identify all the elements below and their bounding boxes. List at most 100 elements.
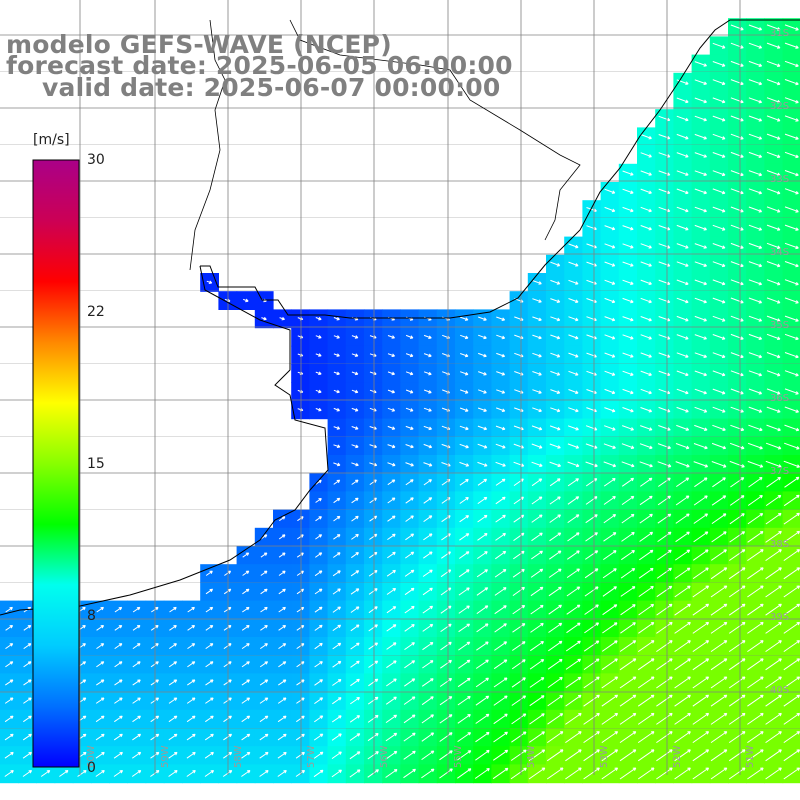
wind-arrow [583,694,600,707]
wind-arrow [440,623,452,633]
wind-arrow [404,678,416,687]
wind-arrow [765,494,782,507]
wind-arrow [241,715,251,723]
wind-arrow [278,534,286,540]
wind-arrow [403,768,416,779]
wind-arrow [421,696,434,706]
wind-arrow [186,715,196,723]
wind-arrow [674,767,691,780]
wind-arrow [730,261,744,268]
wind-arrow [279,516,286,522]
wind-arrow [457,714,471,724]
wind-arrow [765,585,782,598]
wind-arrow [532,298,542,303]
wind-arrow [765,512,782,525]
wind-arrow [784,115,799,122]
wind-arrow [640,206,652,213]
wind-arrow [475,713,490,724]
wind-arrow [640,170,652,176]
wind-arrow [640,152,652,158]
wind-arrow [259,770,269,777]
wind-arrow [4,697,14,704]
wind-arrow [675,495,690,506]
wind-arrow [23,697,32,704]
wind-arrow [260,570,268,576]
wind-arrow [423,389,432,394]
wind-arrow [711,461,727,468]
wind-arrow [765,658,782,671]
wind-arrow [693,549,709,561]
wind-arrow [385,750,398,760]
wind-arrow [583,767,600,780]
wind-arrow [315,516,322,522]
wind-arrow [640,388,652,395]
wind-arrow [765,442,782,450]
wind-arrow [187,606,195,613]
wind-arrow [315,389,322,394]
wind-arrow [530,622,544,633]
wind-arrow [656,694,673,707]
wind-arrow [747,676,764,689]
wind-arrow [694,133,707,140]
wind-arrow [584,622,600,634]
wind-arrow [457,677,471,688]
wind-arrow [494,569,507,578]
wind-arrow [694,97,707,104]
wind-arrow [350,697,360,705]
wind-arrow [784,442,800,450]
wind-arrow [423,515,433,523]
lat-label: 34S [770,247,790,258]
wind-arrow [747,531,764,543]
wind-arrow [658,279,671,286]
wind-arrow [205,606,214,613]
wind-arrow [460,389,469,394]
wind-arrow [728,585,746,598]
wind-arrow [692,658,710,671]
wind-arrow [333,479,341,485]
wind-arrow [766,60,781,67]
wind-arrow [547,695,563,707]
wind-arrow [784,97,799,104]
wind-arrow [132,606,141,613]
colorbar [32,159,80,768]
wind-arrow [493,713,508,725]
colorbar-tick-22: 22 [87,304,105,320]
wind-arrow [676,334,689,340]
wind-arrow [729,442,745,450]
wind-arrow [405,551,415,559]
wind-arrow [404,587,415,596]
wind-arrow [205,715,214,723]
wind-arrow [676,279,689,286]
wind-arrow [132,661,141,668]
wind-arrow [113,733,123,741]
wind-arrow [477,514,488,523]
wind-arrow [658,261,671,267]
wind-arrow [422,623,434,632]
wind-arrow [730,206,744,213]
wind-arrow [131,770,142,777]
wind-arrow [549,425,561,431]
wind-arrow [440,659,452,669]
wind-arrow [585,496,598,505]
wind-arrow [674,694,691,707]
wind-arrow [439,678,453,687]
wind-arrow [241,625,250,631]
wind-arrow [458,623,471,633]
wind-arrow [693,443,708,450]
wind-arrow [692,712,710,725]
wind-arrow [674,676,691,689]
wind-arrow [656,658,673,671]
wind-arrow [385,714,398,724]
wind-arrow [168,770,178,777]
wind-arrow [640,279,652,285]
wind-arrow [621,550,635,561]
wind-arrow [694,79,707,85]
wind-arrow [315,316,322,321]
wind-arrow [657,461,672,468]
wind-arrow [547,676,563,689]
wind-arrow [694,406,708,413]
wind-arrow [710,731,728,744]
wind-arrow [783,767,800,780]
wind-arrow [638,567,654,579]
lat-label: 35S [770,320,790,331]
